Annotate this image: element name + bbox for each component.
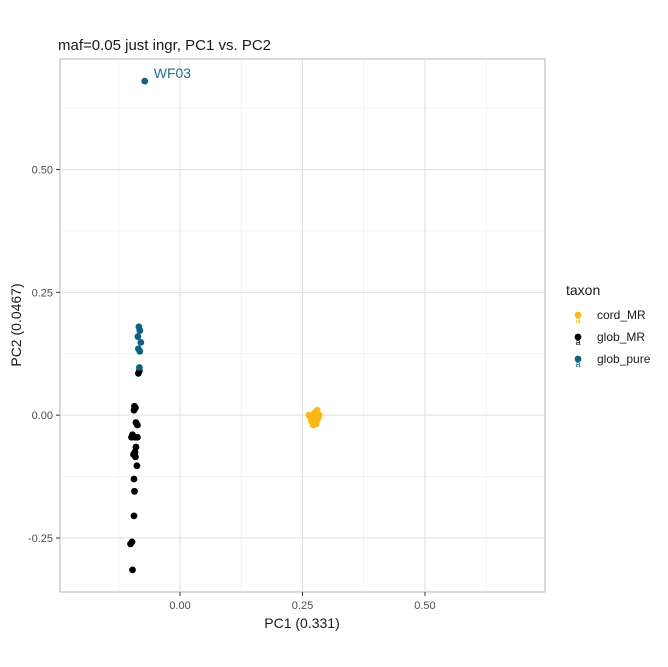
legend-key-glyph: a: [575, 315, 580, 325]
legend-key-cord_MR: [574, 311, 582, 319]
data-point-glob_pure: [137, 339, 145, 346]
data-point-glob_pure: [135, 364, 143, 371]
data-point-glob_MR: [127, 540, 134, 548]
data-point-glob_MR: [128, 433, 135, 441]
x-axis-title: PC1 (0.331): [264, 615, 339, 631]
x-tick-label: 0.00: [169, 600, 190, 612]
x-tick-label: 0.25: [292, 600, 313, 612]
legend-key-glyph: a: [575, 359, 580, 369]
data-point-glob_MR: [130, 512, 138, 520]
legend-label-cord_MR: cord_MR: [597, 308, 646, 322]
data-point-glob_MR: [130, 475, 138, 483]
point-label: WF03: [154, 65, 192, 81]
legend-key-glyph: a: [575, 337, 580, 347]
x-tick-label: 0.50: [414, 600, 435, 612]
axis-ticks: 0.00 0.25 0.50 -0.25 0.00 0.25 0.50: [28, 165, 436, 612]
grid-lines: [60, 59, 545, 592]
legend-key-glob_MR: [574, 333, 582, 341]
data-point-glob_pure: [134, 345, 142, 353]
legend: taxon a cord_MRa glob_MRa glob_pure: [566, 282, 651, 369]
legend-title: taxon: [566, 282, 600, 298]
y-axis-title: PC2 (0.0467): [8, 283, 24, 366]
legend-label-glob_MR: glob_MR: [597, 330, 645, 344]
chart-title: maf=0.05 just ingr, PC1 vs. PC2: [58, 37, 271, 54]
data-point-glob_MR: [129, 566, 136, 574]
legend-label-glob_pure: glob_pure: [597, 352, 651, 366]
data-point-glob_MR: [130, 406, 138, 414]
data-point-glob_MR: [134, 433, 141, 441]
data-point-glob_MR: [133, 462, 141, 470]
annotations: WF03: [154, 65, 192, 81]
data-points: [127, 77, 323, 574]
y-tick-label: 0.00: [32, 410, 53, 422]
data-point-glob_MR: [134, 421, 141, 429]
data-point-glob_pure: [136, 327, 144, 335]
y-tick-label: 0.50: [32, 165, 53, 177]
data-point-glob_MR: [132, 453, 139, 461]
data-point-glob_pure: [134, 333, 142, 340]
data-point-glob_MR: [131, 487, 138, 495]
data-point-cord_MR: [309, 421, 317, 429]
legend-key-glob_pure: [574, 355, 582, 363]
y-tick-label: 0.25: [32, 287, 53, 299]
y-tick-label: -0.25: [28, 533, 53, 545]
data-point-glob_pure: [141, 77, 149, 85]
data-point-cord_MR: [315, 411, 323, 419]
